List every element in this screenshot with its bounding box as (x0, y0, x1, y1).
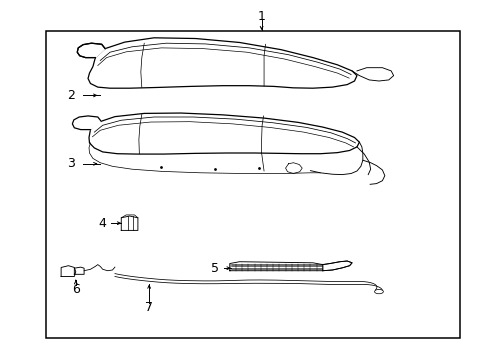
Polygon shape (72, 116, 101, 130)
Polygon shape (89, 113, 359, 154)
Polygon shape (229, 262, 322, 271)
Polygon shape (77, 43, 105, 58)
Text: 5: 5 (211, 262, 219, 275)
Text: 4: 4 (99, 217, 106, 230)
Text: 3: 3 (67, 157, 75, 170)
Text: 1: 1 (257, 10, 265, 23)
Polygon shape (88, 38, 356, 88)
Polygon shape (121, 216, 138, 230)
Ellipse shape (374, 289, 383, 294)
Bar (46, 31, 459, 338)
Text: 7: 7 (145, 301, 153, 314)
Polygon shape (322, 261, 351, 271)
Polygon shape (61, 266, 76, 276)
Polygon shape (74, 267, 84, 274)
Text: 6: 6 (72, 283, 80, 296)
Text: 2: 2 (67, 89, 75, 102)
